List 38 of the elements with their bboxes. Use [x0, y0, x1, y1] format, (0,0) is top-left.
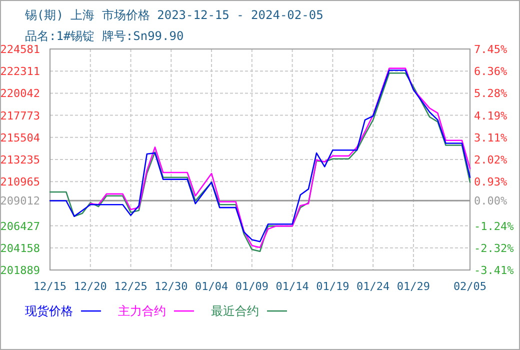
y2-tick-label: -3.41%: [474, 264, 514, 277]
x-tick-label: 01/09: [235, 280, 268, 293]
legend-label: 最近合约: [211, 304, 259, 318]
x-tick-label: 01/24: [356, 280, 390, 293]
y-tick-label: 213235: [0, 154, 40, 166]
y2-tick-label: 6.36%: [474, 65, 508, 78]
y-tick-label: 210965: [0, 176, 40, 189]
y-tick-label: 220042: [0, 87, 40, 100]
x-tick-label: 01/29: [396, 280, 430, 293]
y-tick-label: 217773: [0, 109, 40, 122]
x-tick-label: 12/25: [114, 280, 148, 293]
y-tick-label: 222311: [0, 65, 40, 78]
y2-tick-label: 7.45%: [474, 43, 508, 56]
x-tick-label: 02/05: [453, 280, 487, 293]
x-tick-label: 01/19: [316, 280, 350, 293]
y-tick-label: 201889: [0, 264, 40, 277]
y-tick-label: 204158: [0, 242, 40, 255]
legend-label: 主力合约: [118, 304, 166, 318]
y2-tick-label: 0.93%: [474, 176, 508, 189]
x-tick-label: 01/04: [194, 280, 228, 293]
y2-tick-label: 2.02%: [474, 154, 508, 166]
y-tick-label: 224581: [0, 43, 40, 56]
y2-tick-label: 4.19%: [474, 109, 508, 122]
x-tick-label: 12/15: [33, 280, 67, 293]
y2-tick-label: 3.11%: [474, 131, 508, 144]
subtitle: 品名:1#锡锭 牌号:Sn99.90: [25, 29, 184, 43]
y2-tick-label: -1.24%: [474, 220, 514, 233]
y2-tick-label: -2.32%: [474, 242, 514, 255]
y-tick-label: 206427: [0, 220, 40, 233]
title: 锡(期) 上海 市场价格 2023-12-15 - 2024-02-05: [25, 8, 324, 22]
y-tick-label: 209012: [0, 194, 40, 208]
y2-tick-label: 5.28%: [474, 87, 508, 100]
x-tick-label: 12/30: [154, 280, 188, 293]
legend-label: 现货价格: [25, 304, 73, 318]
x-tick-label: 12/20: [74, 280, 107, 293]
y2-tick-label: 0.00%: [474, 194, 508, 208]
y-tick-label: 215504: [0, 131, 40, 144]
x-tick-label: 01/14: [276, 280, 310, 293]
